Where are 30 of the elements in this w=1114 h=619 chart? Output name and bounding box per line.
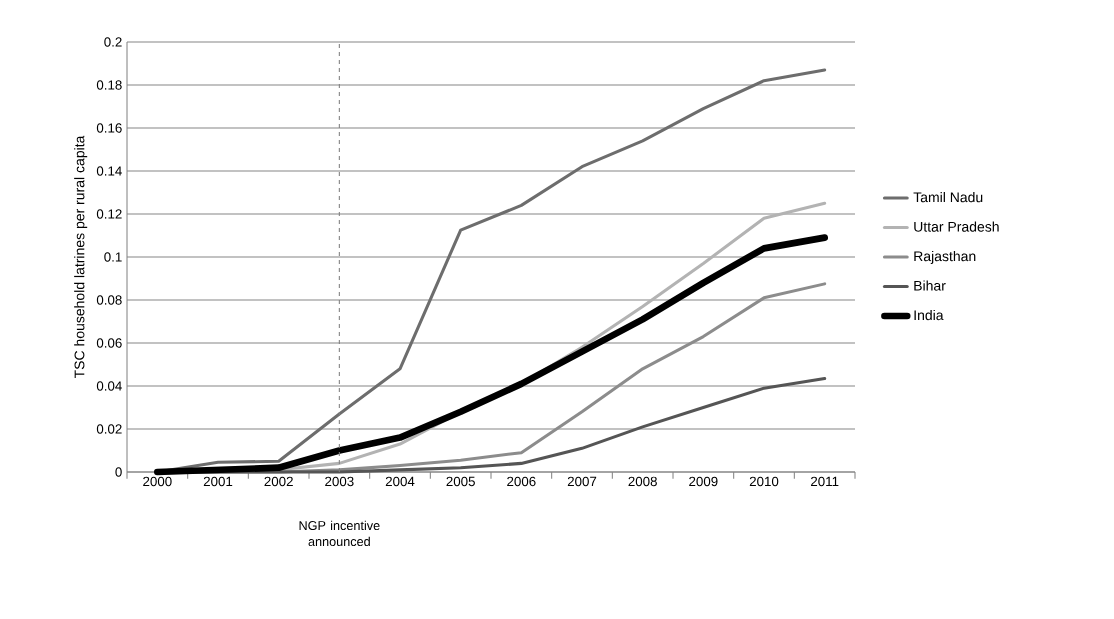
- x-tick-label: 2004: [385, 476, 415, 487]
- x-tick-label: 2006: [507, 476, 536, 487]
- x-tick-label: 2010: [749, 476, 779, 487]
- x-tick-label: 2011: [811, 476, 839, 487]
- y-tick-label: 0.06: [96, 338, 122, 348]
- x-tick-label: 2005: [446, 476, 475, 487]
- y-tick-label: 0.2: [104, 37, 122, 47]
- y-tick-label: 0.08: [96, 295, 122, 305]
- y-tick-label: 0.04: [96, 381, 122, 391]
- x-tick-label: 2009: [689, 476, 718, 487]
- x-tick-label: 2000: [143, 476, 172, 487]
- legend-label: Uttar Pradesh: [914, 221, 999, 232]
- x-tick-label: 2007: [567, 476, 597, 487]
- y-tick-label: 0.12: [96, 209, 122, 219]
- y-tick-label: 0.1: [104, 252, 122, 262]
- y-tick-label: 0: [115, 467, 122, 477]
- legend-label: India: [914, 309, 944, 321]
- y-tick-label: 0.14: [96, 166, 122, 176]
- text: NGP incentive announced: [299, 520, 380, 547]
- x-tick-label: 2001: [203, 476, 233, 487]
- legend-label: Bihar: [914, 280, 946, 291]
- y-tick-label: 0.16: [96, 123, 122, 133]
- y-tick-label: 0.18: [96, 80, 122, 90]
- legend-label: Rajasthan: [914, 250, 976, 264]
- x-tick-label: 2008: [628, 476, 657, 487]
- y-axis-title: TSC household latrines per rural capita: [74, 135, 88, 379]
- y-tick-label: 0.02: [96, 424, 122, 434]
- legend-label: Tamil Nadu: [913, 191, 983, 203]
- x-tick-label: 2003: [325, 476, 354, 487]
- x-tick-label: 2002: [264, 476, 293, 487]
